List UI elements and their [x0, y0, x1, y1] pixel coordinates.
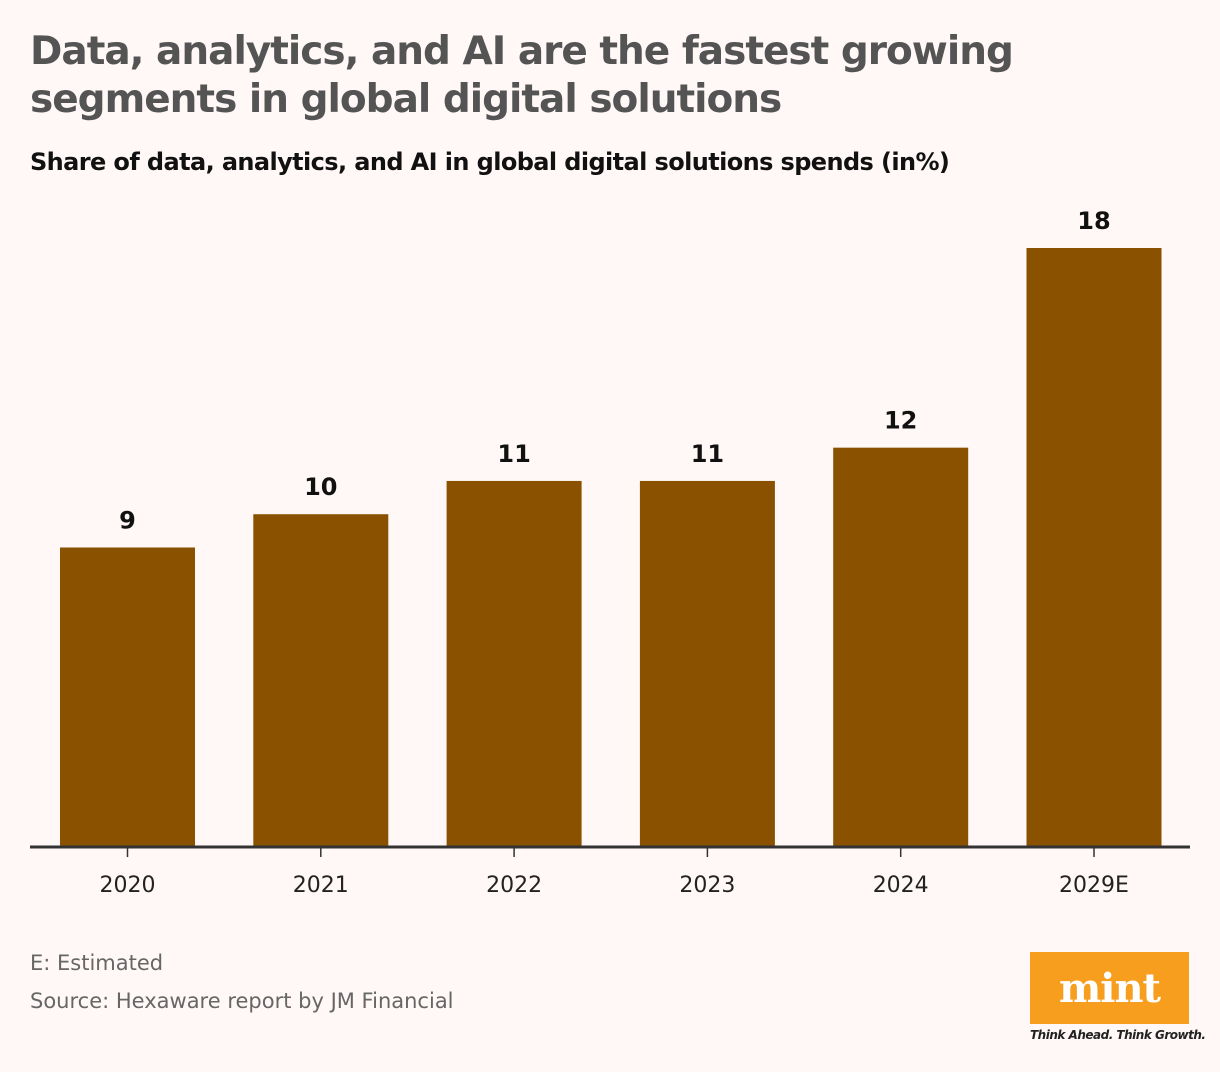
chart-title: Data, analytics, and AI are the fastest … [30, 29, 1014, 122]
x-tick-label-2024: 2024 [873, 873, 929, 898]
data-label-2023: 11 [691, 440, 724, 468]
data-label-2024: 12 [884, 407, 917, 435]
bar-2021 [253, 514, 389, 847]
x-tick-label-2029E: 2029E [1059, 873, 1129, 898]
bar-2020 [60, 547, 195, 847]
logo-tagline: Think Ahead. Think Growth. [1030, 1028, 1206, 1042]
source-note: Source: Hexaware report by JM Financial [30, 989, 454, 1013]
logo-text: mint [1058, 964, 1161, 1012]
data-label-2020: 9 [119, 507, 136, 535]
mint-logo: mint [1030, 952, 1189, 1024]
chart-subtitle: Share of data, analytics, and AI in glob… [30, 148, 950, 176]
bar-2024 [833, 447, 969, 847]
x-tick-label-2021: 2021 [293, 873, 349, 898]
x-tick-label-2020: 2020 [100, 873, 156, 898]
bar-2029E [1026, 248, 1162, 847]
data-label-2029E: 18 [1077, 207, 1110, 235]
estimate-note: E: Estimated [30, 951, 164, 975]
x-tick-label-2022: 2022 [486, 873, 542, 898]
bar-2022 [446, 480, 582, 847]
bar-2023 [639, 480, 775, 847]
data-label-2021: 10 [304, 473, 337, 501]
x-tick-label-2023: 2023 [679, 873, 735, 898]
data-label-2022: 11 [497, 440, 530, 468]
